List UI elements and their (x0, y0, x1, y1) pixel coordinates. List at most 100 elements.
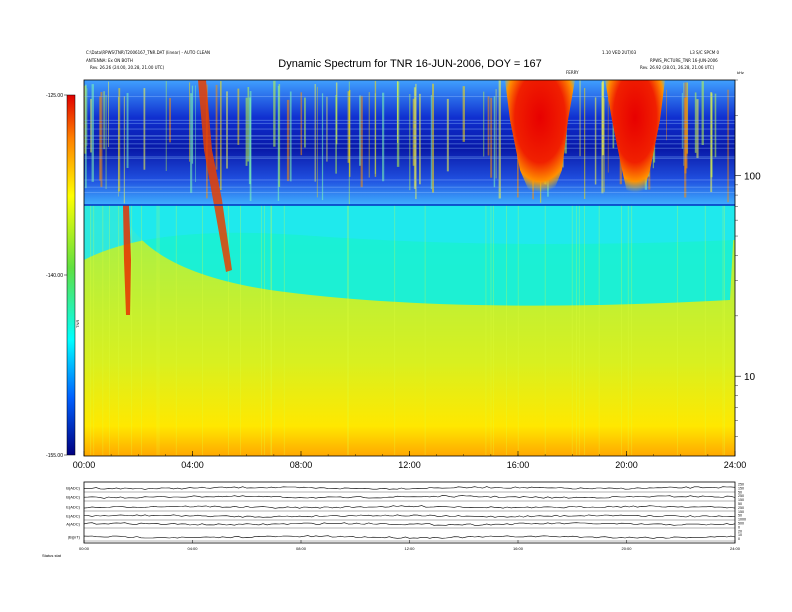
x-tick-label: 12:00 (398, 460, 421, 470)
lower-streak (109, 205, 111, 455)
lower-streak (517, 205, 519, 455)
housekeeping-trace (83, 495, 736, 499)
spectrum-streak (245, 97, 248, 166)
housekeeping-right-tick-label: 500 (738, 522, 744, 526)
housekeeping-row-label: B(ADC) (66, 495, 80, 500)
spectrum-streak (579, 80, 581, 157)
spectrum-streak (446, 98, 449, 172)
housekeeping-right-tick-label: 50 (738, 490, 742, 494)
lower-streak (158, 205, 160, 455)
antenna-info-line: ANTENNA: Ex ON BOTH (86, 58, 133, 63)
spectrum-streak (314, 84, 316, 182)
y-axis: 100 10 (735, 79, 761, 437)
picture-info-line: RPWS_PICTURE_TNR 16-JUN-2006 (650, 58, 718, 63)
spectrum-streak (594, 97, 597, 185)
spectrum-streak (710, 92, 713, 193)
lower-streak (141, 205, 143, 455)
colorbar-tick-label: -140.00 (46, 273, 63, 279)
housekeeping-trace (83, 514, 736, 518)
spectrum-streak (304, 97, 306, 148)
spectrum-streak (86, 88, 88, 146)
spectrum-streak (490, 97, 493, 178)
housekeeping-right-tick-label: 0 (738, 537, 740, 541)
housekeeping-trace (83, 522, 736, 526)
spectrum-streak (727, 89, 729, 203)
lower-streak (492, 205, 494, 455)
lower-streak (102, 205, 104, 455)
lower-streak (93, 205, 95, 455)
spectrum-streak (321, 93, 324, 201)
spectrum-streak (685, 95, 688, 169)
lower-streak (228, 205, 229, 455)
spectrum-streak (701, 81, 704, 146)
housekeeping-right-tick-label: 50 (738, 514, 742, 518)
page-title: Dynamic Spectrum for TNR 16-JUN-2006, DO… (278, 58, 542, 70)
spectrum-streak (360, 95, 363, 188)
spectrum-streak (118, 88, 121, 192)
x-tick-label: 08:00 (290, 460, 313, 470)
file-info-line: C:\Data\RPWS\TNR\T2006167_TNR.DAT (linea… (86, 50, 210, 55)
interference-line (84, 143, 735, 145)
lower-streak (724, 205, 725, 455)
lower-streak (347, 205, 349, 455)
rev-start-line: Rev. 26.26 (24.00, 20.28, 21.00 UTC) (90, 65, 165, 70)
spectrum-streak (684, 97, 687, 198)
lower-streak (261, 205, 263, 455)
lower-streak (347, 205, 349, 455)
spectrum-streak (226, 91, 228, 169)
lower-streak (627, 205, 629, 455)
colorbar-label: TNR (75, 320, 80, 328)
housekeeping-frame (83, 481, 736, 544)
interference-line (84, 191, 735, 193)
spectrum-streak (493, 96, 496, 188)
rev-end-line: Rev. 26.92 (28.01, 26.28, 21.06 UTC) (640, 65, 715, 70)
interference-line (84, 119, 735, 121)
spectrum-streak (696, 99, 699, 159)
y-tick-label: 100 (744, 172, 761, 183)
interference-line (84, 147, 735, 149)
status-label: Status stat (42, 553, 62, 558)
event-mark: FERRY (566, 70, 579, 75)
spectrogram-area (84, 80, 735, 456)
spectrum-streak (359, 95, 361, 166)
spectrum-streak (415, 83, 417, 200)
housekeeping-x-tick-label: 16:00 (513, 546, 524, 551)
spectrum-streak (602, 80, 605, 156)
spectrum-streak (195, 85, 196, 183)
spectrum-streak (249, 91, 252, 201)
lower-streak (578, 205, 580, 455)
lower-streak (283, 205, 285, 455)
y-tick-label: 10 (744, 372, 756, 383)
x-axis: 00:00 04:00 08:00 12:00 16:00 20:00 24:00 (73, 451, 747, 470)
spectrum-streak (99, 96, 101, 181)
interference-line (84, 157, 735, 159)
spectrum-streak (681, 92, 683, 149)
spectrum-streak (397, 81, 399, 143)
spectrum-streak (91, 84, 94, 182)
spacecraft-info-line: L3 S/C SPCM 0 (690, 50, 720, 55)
spectrum-streak (277, 85, 280, 201)
spectrum-streak (190, 93, 193, 194)
lower-streak (598, 205, 600, 455)
interference-line (84, 156, 735, 158)
x-tick-label: 00:00 (73, 460, 96, 470)
spectrum-streak (108, 81, 109, 148)
housekeeping-right-tick-label: 150 (738, 498, 744, 502)
spectrum-streak (694, 92, 697, 153)
drifting-burst (198, 80, 232, 272)
interference-line (84, 135, 735, 137)
interference-line (84, 128, 735, 130)
spectrum-streak (85, 84, 87, 189)
spectrum-streak (607, 98, 609, 173)
housekeeping-right-tick-label: 250 (738, 494, 744, 498)
housekeeping-right-tick-label: 10 (738, 533, 742, 537)
lower-streak (201, 205, 203, 455)
spectrum-streak (335, 95, 337, 174)
housekeeping-right-tick-label: 50 (738, 502, 742, 506)
lower-streak (270, 205, 272, 455)
lower-streak (722, 205, 724, 455)
housekeeping-right-tick-label: 250 (738, 506, 744, 510)
lower-streak (271, 205, 272, 455)
lower-streak (485, 205, 487, 455)
x-tick-label: 24:00 (724, 460, 747, 470)
